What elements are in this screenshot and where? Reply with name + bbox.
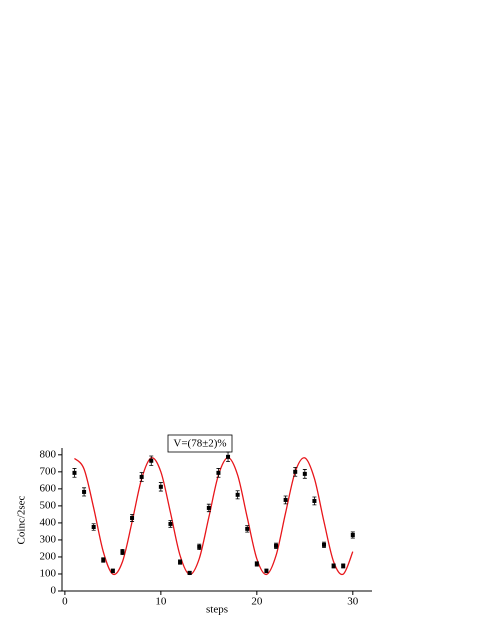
- data-point: [312, 498, 317, 503]
- data-point: [322, 542, 327, 547]
- y-axis-label: Coinc/2sec: [16, 495, 28, 544]
- data-point: [283, 497, 288, 502]
- x-tick-label: 20: [251, 596, 263, 608]
- data-point: [341, 563, 346, 568]
- fit-curve: [73, 457, 354, 576]
- data-point: [130, 515, 135, 520]
- data-point: [168, 521, 173, 526]
- x-axis-label: steps: [206, 604, 228, 616]
- y-tick-label: 400: [40, 516, 57, 528]
- y-tick-label: 0: [51, 585, 57, 597]
- data-point: [274, 543, 279, 548]
- data-point: [149, 458, 154, 463]
- data-point: [72, 470, 77, 475]
- y-tick-label: 800: [40, 448, 57, 460]
- data-point: [91, 524, 96, 529]
- data-point: [245, 526, 250, 531]
- data-point: [302, 471, 307, 476]
- y-tick-label: 300: [40, 533, 57, 545]
- y-tick-label: 700: [40, 465, 57, 477]
- data-point: [120, 550, 125, 555]
- y-tick-label: 600: [40, 482, 57, 494]
- data-point: [226, 454, 231, 459]
- data-point: [101, 558, 106, 563]
- x-tick-label: 10: [155, 596, 167, 608]
- data-point: [216, 470, 221, 475]
- x-tick-label: 0: [62, 596, 68, 608]
- data-point: [139, 474, 144, 479]
- data-point: [187, 570, 192, 575]
- x-tick-label: 30: [347, 596, 359, 608]
- data-point: [110, 568, 115, 573]
- data-point: [254, 561, 259, 566]
- annotation: V=(78±2)%: [173, 438, 226, 450]
- data-point: [235, 492, 240, 497]
- data-point: [197, 544, 202, 549]
- data-point: [264, 568, 269, 573]
- data-point: [82, 489, 87, 494]
- data-point: [206, 505, 211, 510]
- data-point: [178, 560, 183, 565]
- y-tick-label: 500: [40, 499, 57, 511]
- data-point: [350, 532, 355, 537]
- y-tick-label: 200: [40, 550, 57, 562]
- data-point: [293, 469, 298, 474]
- y-tick-label: 100: [40, 568, 57, 580]
- plot-frame: [62, 448, 372, 591]
- data-point: [158, 484, 163, 489]
- data-point: [331, 563, 336, 568]
- annotation-box: [167, 434, 233, 453]
